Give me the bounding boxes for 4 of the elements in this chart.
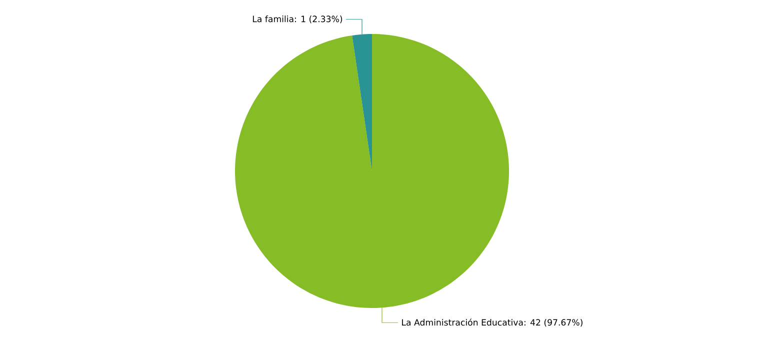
data-label: : 42 (97.67%) <box>524 318 582 327</box>
slice-label: La familia <box>252 16 294 22</box>
data-label: : 1 (2.33%) <box>295 16 342 24</box>
slice-label: La Administración Educativa <box>402 318 523 326</box>
